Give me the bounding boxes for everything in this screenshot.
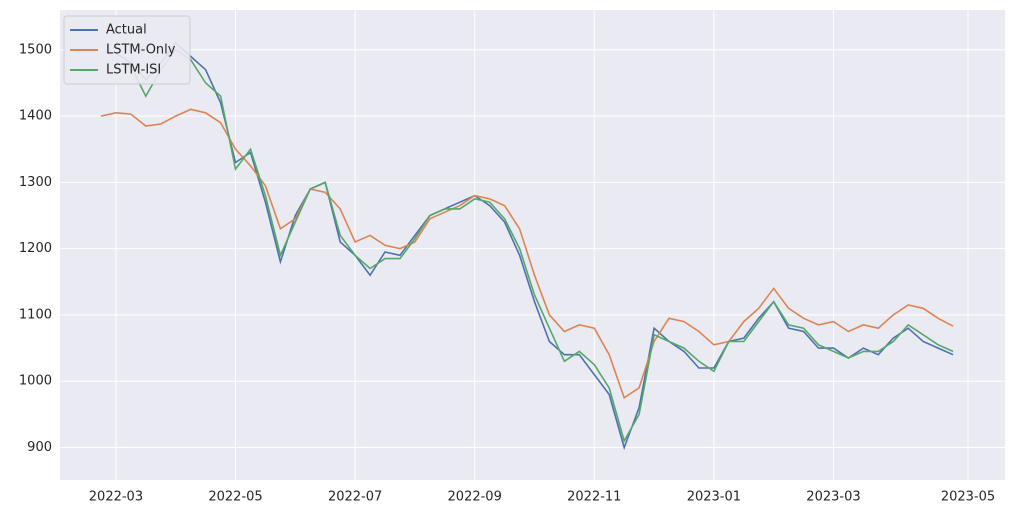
legend: Actual LSTM-Only LSTM-ISI [63,15,191,85]
x-tick-label: 2022-05 [208,490,262,505]
x-tick-label: 2022-03 [89,490,143,505]
y-tick-label: 1500 [19,42,52,57]
series-line [115,41,954,451]
x-tick-label: 2022-11 [567,490,621,505]
x-tick-label: 2022-09 [448,490,502,505]
x-tick-label: 2022-07 [328,490,382,505]
grid [60,10,1005,480]
x-tick-label: 2023-01 [687,490,741,505]
series-line [100,108,954,400]
y-tick-label: 900 [27,440,52,455]
series-line [115,48,954,443]
y-tick-label: 1100 [19,307,52,322]
lines [100,41,954,451]
plot-area [60,10,1005,480]
x-tick-label: 2023-03 [806,490,860,505]
legend-label: LSTM-Only [106,43,176,58]
y-tick-label: 1200 [19,241,52,256]
y-tick-label: 1000 [19,374,52,389]
legend-label: LSTM-ISI [106,63,161,78]
x-tick-label: 2023-05 [941,490,995,505]
legend-label: Actual [106,23,147,38]
legend-box [63,15,191,85]
y-tick-label: 1400 [19,109,52,124]
y-tick-label: 1300 [19,175,52,190]
